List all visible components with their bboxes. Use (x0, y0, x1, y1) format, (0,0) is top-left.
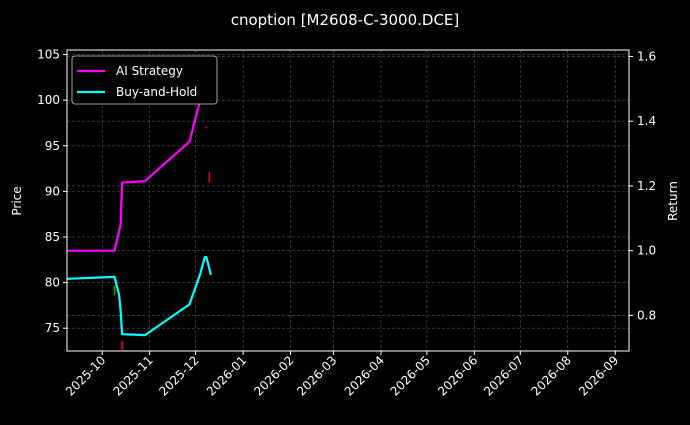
series-lines (66, 63, 212, 337)
x-tick-label: 2026-07 (481, 353, 526, 398)
x-tick-label: 2025-12 (156, 353, 201, 398)
y2-axis-label: Return (666, 181, 680, 221)
y2-tick-label: 1.4 (637, 114, 656, 128)
chart-title: cnoption [M2608-C-3000.DCE] (231, 11, 460, 29)
x-tick-label: 2026-05 (388, 353, 433, 398)
x-tick-label: 2026-08 (529, 353, 574, 398)
y2-tick-label: 0.8 (637, 308, 656, 322)
y2-tick-label: 1.2 (637, 179, 656, 193)
y-tick-label: 75 (45, 321, 60, 335)
x-tick-label: 2026-04 (342, 353, 387, 398)
x-tick-label: 2026-02 (251, 353, 296, 398)
y2-tick-label: 1.6 (637, 49, 656, 63)
legend-label: AI Strategy (116, 64, 183, 78)
x-tick-label: 2025-10 (63, 353, 108, 398)
y-axis-label: Price (10, 186, 24, 215)
y-tick-label: 90 (45, 184, 60, 198)
x-tick-label: 2025-11 (110, 353, 155, 398)
x-tick-label: 2026-09 (576, 353, 621, 398)
y-tick-label: 80 (45, 276, 60, 290)
series-line-buy-and-hold (66, 256, 212, 337)
plot-frame (66, 49, 630, 352)
legend-box (71, 55, 218, 105)
legend-label: Buy-and-Hold (116, 85, 197, 99)
y2-tick-label: 1.0 (637, 244, 656, 258)
y-tick-label: 105 (37, 48, 60, 62)
x-tick-label: 2026-03 (294, 353, 339, 398)
y-tick-label: 95 (45, 139, 60, 153)
x-tick-label: 2026-06 (435, 353, 480, 398)
y-tick-label: 100 (37, 93, 60, 107)
legend: AI Strategy Buy-and-Hold (71, 55, 218, 105)
signal-markers (113, 126, 211, 351)
x-tick-label: 2026-01 (204, 353, 249, 398)
y-tick-label: 85 (45, 230, 60, 244)
